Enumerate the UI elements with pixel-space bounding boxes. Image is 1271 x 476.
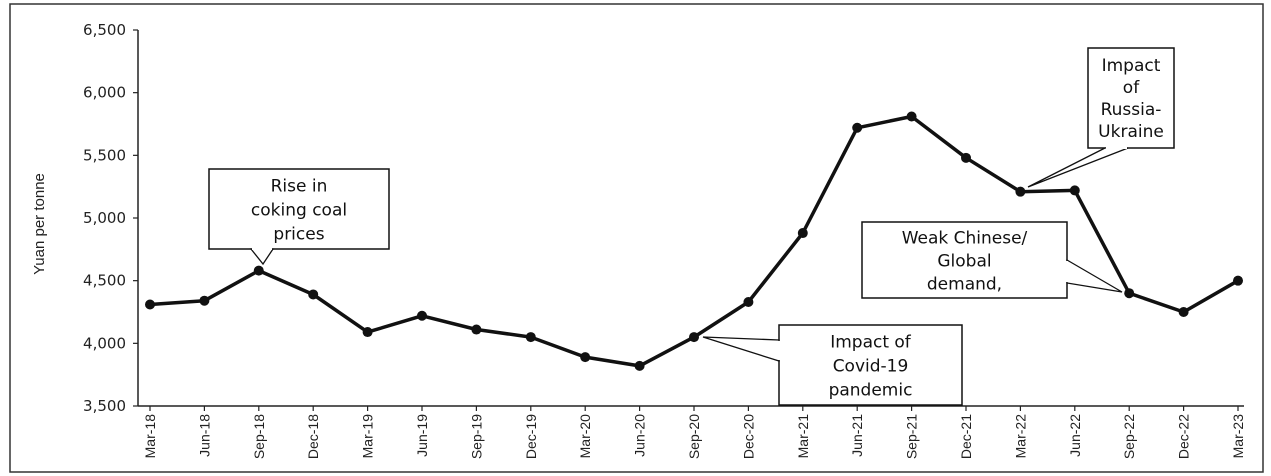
x-tick-label: Jun-22 xyxy=(1067,414,1083,457)
data-point xyxy=(1178,307,1189,317)
x-tick-label: Jun-18 xyxy=(196,414,212,457)
callout-text: coking coal xyxy=(251,201,347,221)
callout-box xyxy=(778,324,963,406)
callout-text: of xyxy=(1123,78,1140,98)
data-point xyxy=(580,352,591,363)
y-tick-label: 6,000 xyxy=(83,84,126,102)
callout-annotation: Rise in coking coal prices xyxy=(208,168,390,266)
data-point xyxy=(906,111,917,122)
y-axis-ticks: 3,500 4,000 4,500 5,000 5,500 6,000 6,500 xyxy=(83,21,138,415)
callout-text: Covid-19 xyxy=(833,357,909,377)
callout-annotation: Impact of Covid-19 pandemic xyxy=(702,324,963,406)
data-point xyxy=(852,122,863,133)
x-tick-label: Sep-20 xyxy=(686,414,702,459)
callout-text: pandemic xyxy=(829,381,913,401)
x-tick-label: Mar-23 xyxy=(1230,414,1246,459)
x-tick-label: Sep-21 xyxy=(904,414,920,459)
x-tick-label: Dec-19 xyxy=(523,414,539,459)
data-point xyxy=(1124,288,1135,299)
y-tick-label: 4,000 xyxy=(83,334,126,352)
data-point xyxy=(145,299,155,310)
data-point xyxy=(1233,275,1243,286)
data-point xyxy=(1069,185,1080,196)
x-tick-label: Jun-20 xyxy=(632,414,648,457)
callout-text: Weak Chinese/ xyxy=(902,228,1028,248)
x-tick-label: Mar-21 xyxy=(795,414,811,459)
x-tick-label: Mar-20 xyxy=(577,414,593,459)
annotations-layer: Rise in coking coal prices Impact of Covid-1… xyxy=(208,47,1175,406)
x-tick-label: Sep-18 xyxy=(251,414,267,459)
x-tick-label: Sep-22 xyxy=(1121,414,1137,459)
data-point xyxy=(199,295,210,306)
y-axis-label: Yuan per tonne xyxy=(31,173,48,275)
data-point xyxy=(471,324,482,335)
data-point xyxy=(689,332,699,343)
x-tick-label: Sep-19 xyxy=(468,414,484,459)
y-tick-label: 3,500 xyxy=(83,397,126,415)
x-tick-label: Dec-22 xyxy=(1176,414,1192,459)
chart-frame xyxy=(9,3,1264,473)
x-tick-label: Mar-19 xyxy=(360,414,376,459)
data-point xyxy=(743,296,754,307)
callout-text: demand, xyxy=(927,274,1002,294)
data-point xyxy=(634,360,645,371)
callout-text: Impact of xyxy=(830,333,912,353)
x-tick-label: Dec-18 xyxy=(305,414,321,459)
data-point xyxy=(253,265,264,276)
data-point xyxy=(1015,186,1026,197)
callout-text: Rise in xyxy=(271,177,328,197)
data-point xyxy=(308,289,319,300)
y-tick-label: 5,500 xyxy=(83,146,126,164)
callout-text: Ukraine xyxy=(1098,122,1164,142)
data-point xyxy=(961,152,971,163)
data-point xyxy=(417,310,427,321)
x-tick-label: Mar-18 xyxy=(142,414,158,459)
callout-annotation: Weak Chinese/Global demand, xyxy=(861,221,1123,299)
x-tick-label: Dec-21 xyxy=(958,414,974,459)
x-axis-ticks: Mar-18 Jun-18 Sep-18 Dec-18 Mar-19 Jun-19 Sep-… xyxy=(142,406,1246,459)
callout-text: prices xyxy=(273,225,324,245)
callout-box xyxy=(861,221,1068,299)
x-tick-label: Jun-19 xyxy=(414,414,430,457)
callout-box xyxy=(208,168,390,250)
y-tick-label: 4,500 xyxy=(83,272,126,290)
y-tick-label: 6,500 xyxy=(83,21,126,39)
data-point xyxy=(525,332,536,343)
x-tick-label: Jun-21 xyxy=(849,414,865,457)
callout-text: Impact xyxy=(1102,56,1161,76)
x-tick-label: Dec-20 xyxy=(740,414,756,459)
series-layer xyxy=(145,111,1243,371)
data-point xyxy=(362,327,373,338)
callout-box xyxy=(1087,47,1175,149)
x-tick-label: Mar-22 xyxy=(1012,414,1028,459)
callout-text: Russia- xyxy=(1101,100,1162,120)
callout-text: Global xyxy=(937,251,991,271)
data-point xyxy=(797,228,808,239)
y-tick-label: 5,000 xyxy=(83,209,126,227)
